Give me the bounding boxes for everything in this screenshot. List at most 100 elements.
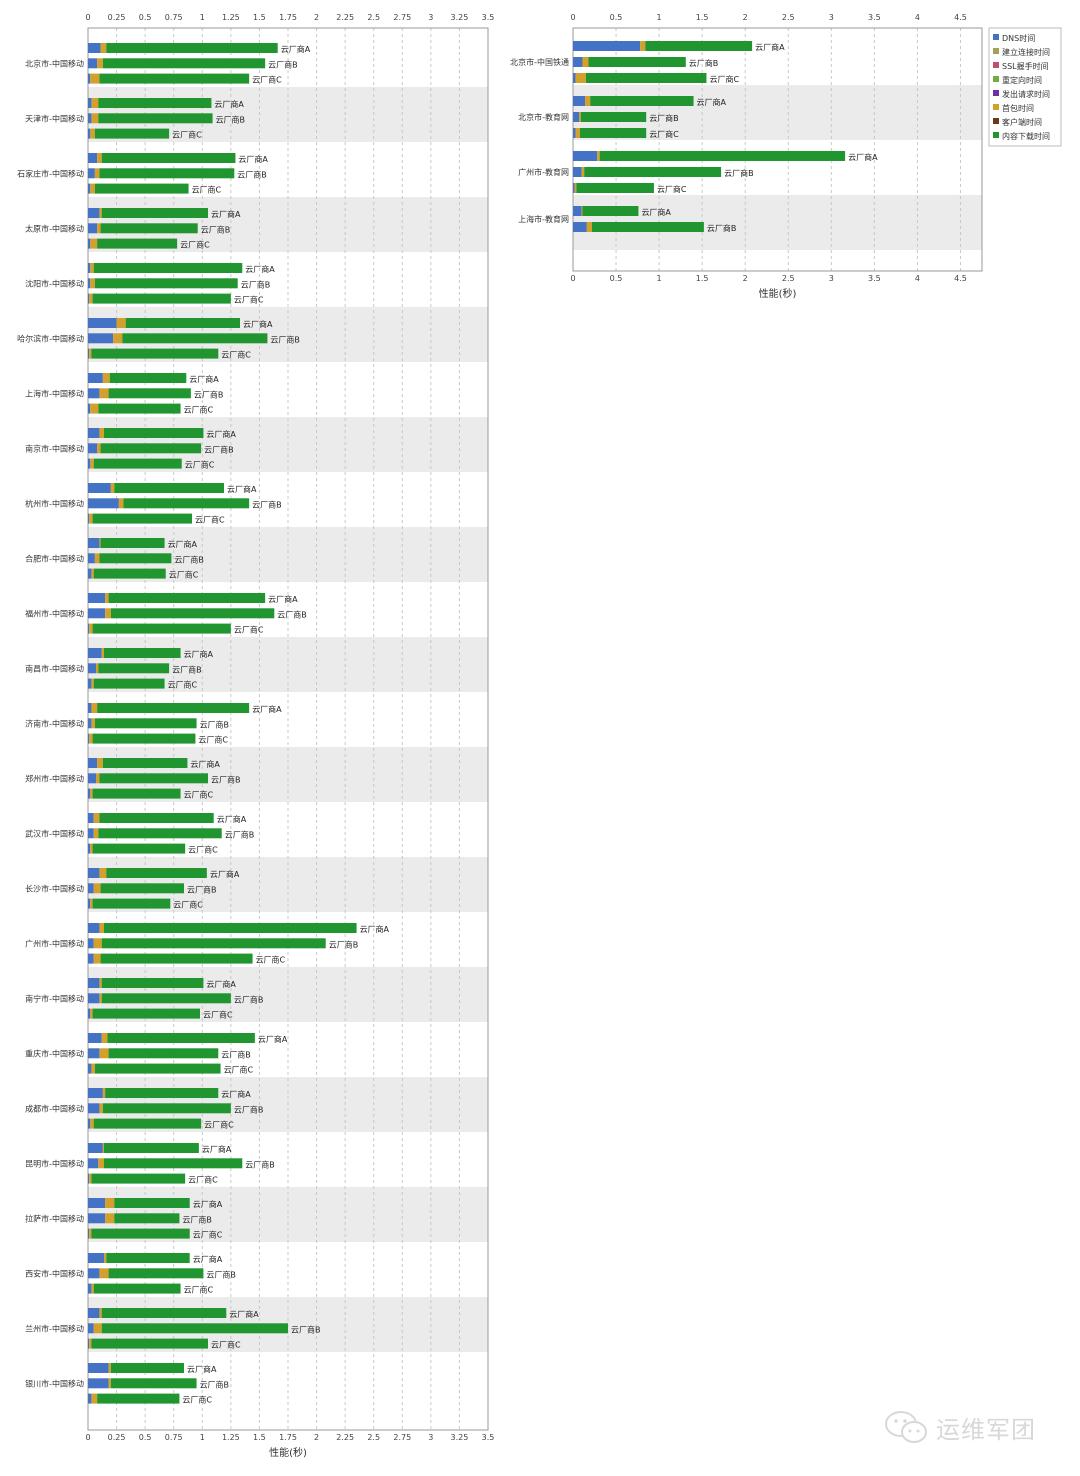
bar-segment-download (92, 623, 231, 634)
bar-label: 云厂商A (193, 1199, 223, 1209)
bar-segment-dns (573, 96, 586, 106)
x-tick-label-top: 3 (428, 13, 433, 22)
bar-segment-download (104, 923, 357, 933)
x-tick-label-bottom: 2 (743, 274, 748, 283)
bar-segment-dns (88, 1033, 102, 1043)
bar-label: 云厂商C (649, 129, 679, 139)
bar-segment-dns (88, 788, 91, 799)
category-label: 太原市-中国移动 (25, 223, 84, 233)
bar-segment-download (93, 678, 165, 689)
bar-segment-conn (102, 1088, 106, 1098)
bar-segment-conn (118, 498, 124, 509)
bar-segment-conn (586, 222, 592, 232)
x-axis-title: 性能(秒) (759, 287, 797, 300)
bar-segment-dns (88, 263, 91, 273)
x-tick-label-top: 1.75 (279, 13, 297, 22)
legend-label: SSL握手时间 (1002, 61, 1049, 71)
bar-segment-dns (88, 73, 91, 84)
x-tick-label-bottom: 3 (428, 1433, 433, 1442)
bar-segment-download (92, 1008, 200, 1019)
bar-segment-dns (88, 813, 94, 823)
bar-label: 云厂商A (697, 97, 727, 107)
bar-segment-download (98, 663, 170, 674)
x-tick-label-bottom: 0.25 (108, 1433, 126, 1442)
x-tick-label-top: 1.25 (222, 13, 240, 22)
bar-segment-dns (88, 593, 106, 603)
bar-label: 云厂商B (241, 279, 271, 289)
bar-segment-conn (93, 828, 99, 839)
bar-segment-conn (575, 128, 580, 138)
x-tick-label-top: 1 (200, 13, 205, 22)
bar-segment-dns (88, 1008, 91, 1019)
category-label: 银川市-中国移动 (25, 1378, 84, 1388)
bar-label: 云厂商B (291, 1324, 321, 1334)
bar-segment-conn (581, 167, 585, 177)
bar-segment-download (91, 1338, 208, 1349)
bar-label: 云厂商C (224, 1065, 254, 1075)
bar-label: 云厂商C (256, 955, 286, 965)
bar-segment-conn (97, 58, 103, 69)
bar-segment-dns (88, 168, 95, 179)
bar-segment-download (110, 1363, 184, 1373)
x-tick-label-bottom: 4 (915, 274, 920, 283)
chart-1: 0 0 0.25 0.25 0.5 0.5 0.75 0.75 1 1 1.25 1.25 1.5 1.5… (17, 13, 494, 1459)
bar-segment-conn (99, 993, 102, 1004)
bar-segment-conn (89, 1338, 92, 1349)
bar-segment-dns (88, 1143, 103, 1153)
x-tick-label-bottom: 2.25 (336, 1433, 354, 1442)
bar-segment-conn (99, 978, 102, 988)
bar-segment-conn (89, 1173, 92, 1184)
bar-segment-download (104, 428, 204, 438)
bar-segment-download (98, 403, 181, 414)
bar-segment-conn (90, 1008, 93, 1019)
bar-segment-dns (88, 1048, 100, 1059)
bar-segment-dns (88, 1198, 106, 1208)
bar-label: 云厂商C (169, 570, 199, 580)
bar-segment-dns (88, 718, 92, 729)
x-tick-label-bottom: 4.5 (954, 274, 967, 283)
bar-segment-download (102, 758, 188, 768)
bar-segment-download (108, 593, 266, 603)
bar-segment-conn (90, 898, 93, 909)
bar-segment-conn (101, 648, 104, 658)
bar-segment-conn (105, 1213, 115, 1224)
bar-segment-download (92, 788, 181, 799)
bar-segment-conn (99, 868, 107, 878)
bar-label: 云厂商B (204, 444, 234, 454)
bar-label: 云厂商A (281, 44, 311, 54)
bar-segment-dns (88, 113, 92, 124)
category-label: 天津市-中国移动 (25, 113, 84, 123)
bar-segment-dns (88, 1253, 104, 1263)
x-tick-label-top: 1.5 (696, 13, 709, 22)
bar-segment-dns (88, 513, 90, 524)
bar-label: 云厂商A (217, 814, 247, 824)
x-tick-label-top: 0 (570, 13, 575, 22)
bar-segment-dns (573, 206, 582, 216)
plot-frame (87, 27, 489, 1431)
legend-label: 重定向时间 (1002, 75, 1042, 85)
bar-label: 云厂商A (227, 484, 257, 494)
watermark: 运维军团 (884, 1406, 1054, 1446)
bar-segment-dns (88, 1063, 92, 1074)
bar-segment-conn (89, 1228, 92, 1239)
bar-segment-download (99, 773, 208, 784)
bar-label: 云厂商B (221, 1049, 251, 1059)
bar-segment-download (94, 278, 238, 289)
bar-label: 云厂商C (173, 900, 203, 910)
bar-label: 云厂商A (193, 1254, 223, 1264)
category-label: 拉萨市-中国移动 (25, 1213, 84, 1223)
bar-segment-conn (105, 1198, 115, 1208)
x-tick-label-bottom: 3.5 (868, 274, 881, 283)
bar-segment-conn (100, 43, 107, 53)
bar-segment-conn (91, 703, 98, 713)
bar-label: 云厂商C (234, 295, 264, 305)
bar-segment-download (110, 608, 275, 619)
bar-segment-download (98, 113, 213, 124)
bar-label: 云厂商A (190, 759, 220, 769)
bar-label: 云厂商A (187, 1364, 217, 1374)
bar-label: 云厂商A (243, 319, 273, 329)
bar-segment-dns (88, 828, 94, 839)
bar-segment-download (92, 843, 186, 854)
